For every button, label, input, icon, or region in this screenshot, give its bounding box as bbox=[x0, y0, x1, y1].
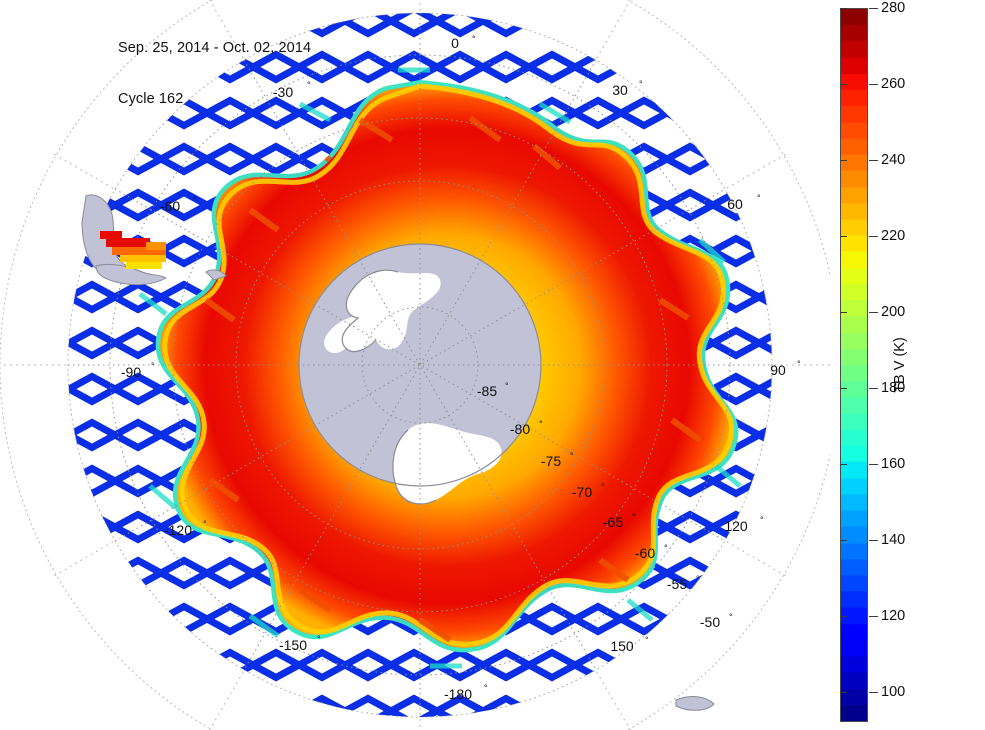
colorbar-tick bbox=[869, 464, 878, 465]
svg-text:°: ° bbox=[484, 683, 488, 693]
svg-text:°: ° bbox=[539, 419, 543, 429]
colorbar-tick-inner bbox=[840, 540, 847, 541]
colorbar-title: TB V (K) bbox=[892, 337, 908, 393]
svg-text:°: ° bbox=[664, 543, 668, 553]
colorbar-tick-label: 140 bbox=[881, 532, 905, 548]
colorbar-tick-label: 120 bbox=[881, 608, 905, 624]
lat-label-m50: -50 bbox=[700, 614, 720, 630]
colorbar-tick bbox=[869, 8, 878, 9]
lon-label-60: 60 bbox=[727, 196, 743, 212]
lat-label-m80: -80 bbox=[510, 421, 530, 437]
colorbar-tick-label: 200 bbox=[881, 304, 905, 320]
svg-text:°: ° bbox=[760, 515, 764, 525]
colorbar-tick-label: 240 bbox=[881, 152, 905, 168]
lat-label-m85: -85 bbox=[477, 383, 497, 399]
colorbar-tick bbox=[869, 692, 878, 693]
lon-label-m60: -60 bbox=[160, 198, 180, 214]
svg-text:°: ° bbox=[317, 634, 321, 644]
colorbar-tick-inner bbox=[840, 312, 847, 313]
colorbar-tick-inner bbox=[840, 464, 847, 465]
lon-label-90: 90 bbox=[770, 362, 786, 378]
colorbar-tick bbox=[869, 160, 878, 161]
visualization-root: 0 -30 -60 -90 -120 -150 -180 150 120 90 … bbox=[0, 0, 985, 730]
lat-label-m75: -75 bbox=[541, 453, 561, 469]
svg-text:°: ° bbox=[757, 193, 761, 203]
colorbar-tick-inner bbox=[840, 160, 847, 161]
svg-text:°: ° bbox=[570, 451, 574, 461]
lon-label-m150: -150 bbox=[279, 637, 307, 653]
svg-text:°: ° bbox=[472, 34, 476, 44]
svg-text:°: ° bbox=[151, 361, 155, 371]
lon-label-120: 120 bbox=[724, 518, 748, 534]
svg-text:°: ° bbox=[639, 79, 643, 89]
svg-text:°: ° bbox=[729, 612, 733, 622]
colorbar-tick-label: 100 bbox=[881, 684, 905, 700]
lat-label-m60: -60 bbox=[635, 545, 655, 561]
colorbar-tick-inner bbox=[840, 616, 847, 617]
lat-label-m70: -70 bbox=[572, 484, 592, 500]
colorbar-tick bbox=[869, 540, 878, 541]
colorbar-tick-inner bbox=[840, 8, 847, 9]
colorbar-tick-inner bbox=[840, 84, 847, 85]
lat-label-m55: -55 bbox=[667, 576, 687, 592]
colorbar-tick bbox=[869, 312, 878, 313]
svg-text:°: ° bbox=[505, 381, 509, 391]
colorbar-tick-inner bbox=[840, 236, 847, 237]
lon-label-m180: -180 bbox=[444, 686, 472, 702]
svg-text:°: ° bbox=[601, 482, 605, 492]
svg-text:°: ° bbox=[632, 512, 636, 522]
colorbar-tick bbox=[869, 236, 878, 237]
title-date-range: Sep. 25, 2014 - Oct. 02, 2014 bbox=[118, 40, 311, 57]
svg-text:°: ° bbox=[696, 574, 700, 584]
svg-text:°: ° bbox=[645, 635, 649, 645]
colorbar-tick-label: 220 bbox=[881, 228, 905, 244]
lon-label-0: 0 bbox=[451, 35, 459, 51]
colorbar-tick-inner bbox=[840, 388, 847, 389]
colorbar-tick-label: 160 bbox=[881, 456, 905, 472]
polar-map-panel: 0 -30 -60 -90 -120 -150 -180 150 120 90 … bbox=[0, 0, 830, 730]
lon-label-m120: -120 bbox=[164, 522, 192, 538]
title-cycle: Cycle 162 bbox=[118, 91, 311, 108]
colorbar-tick-label: 280 bbox=[881, 0, 905, 16]
lat-label-m65: -65 bbox=[603, 514, 623, 530]
colorbar-tick-label: 260 bbox=[881, 76, 905, 92]
colorbar-tick bbox=[869, 388, 878, 389]
lon-label-30: 30 bbox=[612, 82, 628, 98]
title-block: Sep. 25, 2014 - Oct. 02, 2014 Cycle 162 bbox=[118, 6, 311, 142]
colorbar-tick bbox=[869, 616, 878, 617]
svg-text:°: ° bbox=[797, 359, 801, 369]
colorbar-tick-inner bbox=[840, 692, 847, 693]
lon-label-m90: -90 bbox=[121, 364, 141, 380]
svg-text:°: ° bbox=[203, 519, 207, 529]
colorbar-tick bbox=[869, 84, 878, 85]
lon-label-150: 150 bbox=[610, 638, 634, 654]
svg-text:°: ° bbox=[193, 195, 197, 205]
